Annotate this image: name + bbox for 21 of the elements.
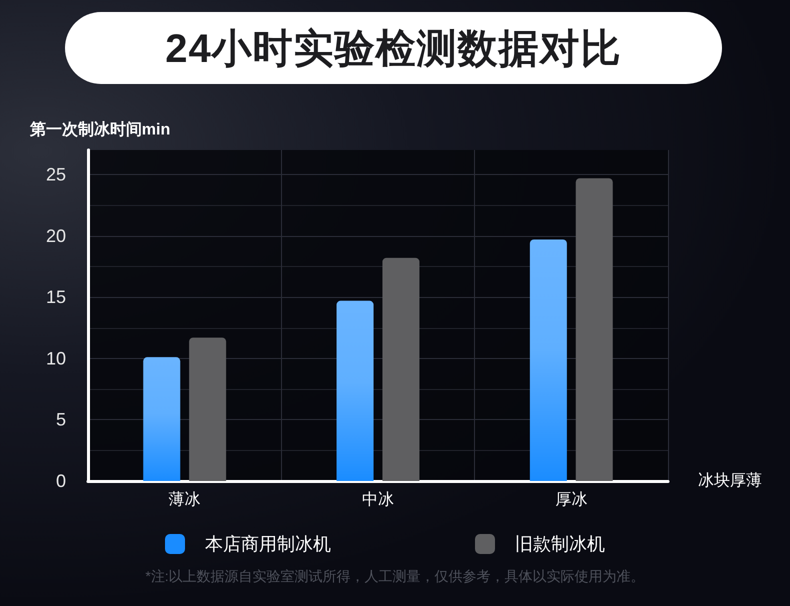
y-tick-label: 20: [46, 226, 66, 246]
y-tick-label: 0: [56, 471, 66, 491]
y-tick-label: 25: [46, 164, 66, 185]
bar: [530, 239, 567, 481]
x-tick-label: 薄冰: [168, 490, 201, 508]
y-tick-label: 10: [46, 348, 66, 368]
legend-label: 本店商用制冰机: [205, 534, 331, 554]
x-axis-title: 冰块厚薄: [698, 472, 762, 490]
x-tick-label: 厚冰: [555, 490, 588, 508]
x-tick-label: 中冰: [362, 490, 394, 508]
bar: [576, 178, 613, 481]
y-axis-title: 第一次制冰时间min: [28, 120, 170, 138]
text: *注:以上数据源自实验室测试所得，人工测量，仅供参考，具体以实际使用为准。: [144, 568, 646, 586]
bar: [382, 258, 420, 481]
legend-label: 旧款制冰机: [515, 534, 605, 554]
y-tick-label: 5: [56, 410, 66, 430]
chart-title: 24小时实验检测数据对比: [65, 12, 722, 84]
y-tick-label: 15: [46, 287, 66, 308]
bar: [336, 300, 374, 481]
bar: [143, 357, 180, 481]
bar: [189, 338, 226, 481]
